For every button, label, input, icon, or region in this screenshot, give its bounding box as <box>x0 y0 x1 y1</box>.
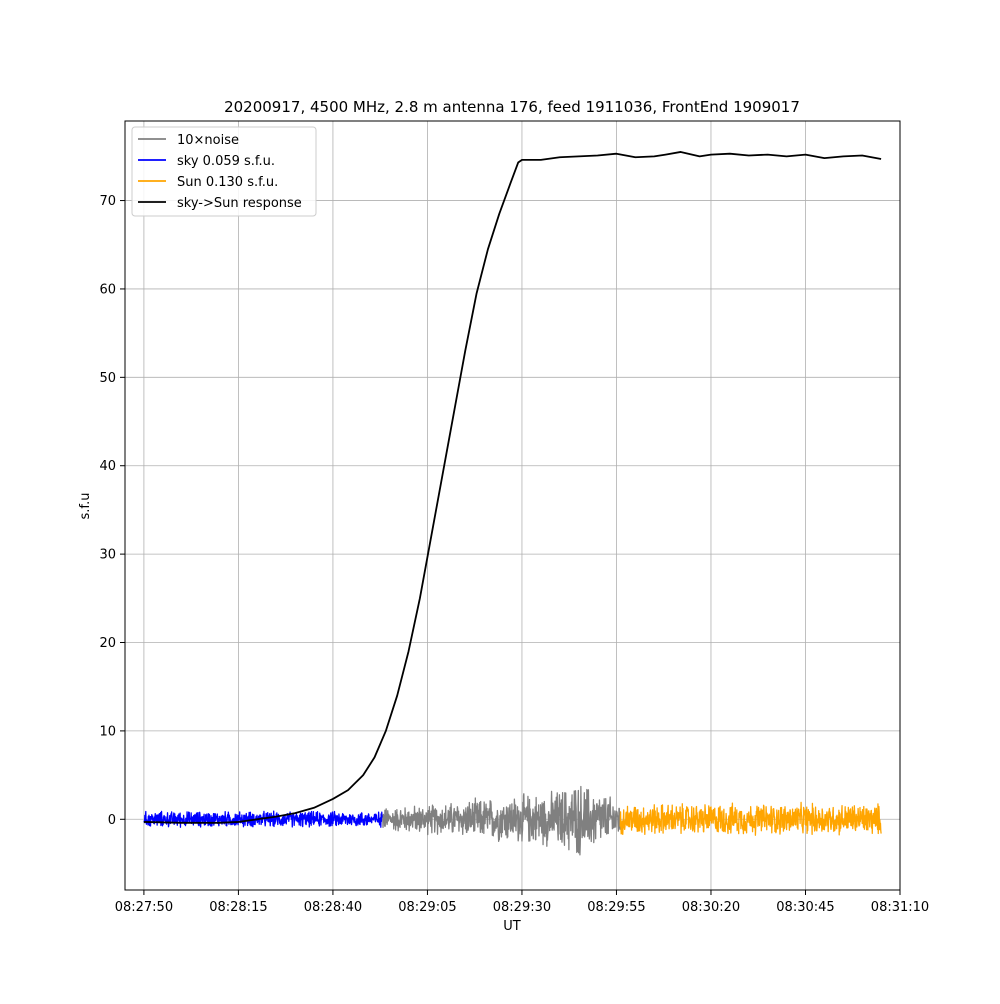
legend-label: 10×noise <box>177 133 239 148</box>
y-tick-label: 60 <box>99 282 116 297</box>
y-tick-label: 50 <box>99 371 116 386</box>
y-tick-label: 0 <box>108 813 116 828</box>
x-axis-ticks: 08:27:50 08:28:15 08:28:40 08:29:05 08:29:30… <box>115 890 929 915</box>
x-tick-label: 08:29:55 <box>587 900 645 915</box>
legend-label: sky 0.059 s.f.u. <box>177 154 275 169</box>
plot-area-frame <box>124 120 901 891</box>
x-tick-label: 08:28:15 <box>209 900 267 915</box>
y-tick-label: 40 <box>99 459 116 474</box>
series-line <box>381 785 621 856</box>
chart-title: 20200917, 4500 MHz, 2.8 m antenna 176, f… <box>224 98 800 116</box>
legend: 10×noise sky 0.059 s.f.u. Sun 0.130 s.f.u.… <box>131 126 317 217</box>
x-tick-label: 08:31:10 <box>871 900 929 915</box>
x-tick-label: 08:28:40 <box>304 900 362 915</box>
legend-label: sky->Sun response <box>177 196 302 211</box>
x-axis-label: UT <box>503 919 521 934</box>
grid <box>125 121 901 890</box>
legend-box <box>131 126 317 217</box>
x-tick-label: 08:29:05 <box>398 900 456 915</box>
y-tick-label: 30 <box>99 548 116 563</box>
plot-series <box>143 151 882 856</box>
y-axis-ticks: 0 10 20 30 40 50 60 70 <box>99 194 125 828</box>
legend-label: Sun 0.130 s.f.u. <box>177 175 278 190</box>
x-tick-label: 08:30:45 <box>776 900 834 915</box>
x-tick-label: 08:29:30 <box>493 900 551 915</box>
y-tick-label: 10 <box>99 724 116 739</box>
x-tick-label: 08:30:20 <box>682 900 740 915</box>
x-tick-label: 08:27:50 <box>115 900 173 915</box>
y-axis-label: s.f.u <box>78 493 93 520</box>
y-tick-label: 20 <box>99 636 116 651</box>
series-line <box>143 151 882 824</box>
y-tick-label: 70 <box>99 194 116 209</box>
series-line <box>619 801 882 836</box>
